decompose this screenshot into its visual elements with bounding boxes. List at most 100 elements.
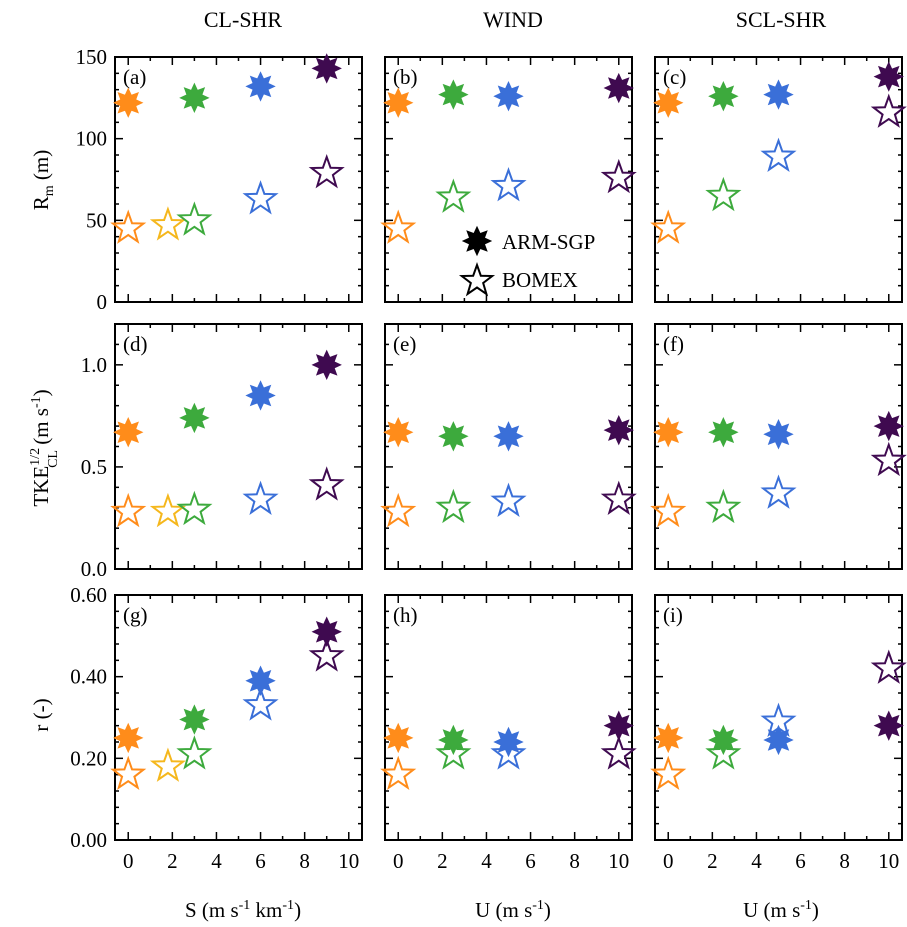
- y-tick-label: 0.00: [70, 828, 107, 852]
- arm-sgp-marker: [653, 87, 684, 118]
- panel-letter: (a): [123, 65, 146, 89]
- y-tick-label: 0.0: [81, 557, 107, 581]
- x-axis-label-col3: U (m s-1): [743, 898, 819, 922]
- x-tick-label: 8: [839, 849, 850, 873]
- panel-letter: (d): [123, 332, 148, 356]
- bomex-marker: [490, 482, 527, 517]
- bomex-marker: [380, 492, 417, 528]
- bomex-marker: [149, 747, 186, 782]
- arm-sgp-marker: [438, 724, 469, 756]
- arm-sgp-marker: [383, 87, 414, 118]
- bomex-marker: [308, 153, 345, 189]
- svg-text:TKE1/2CL (m s-1): TKE1/2 CL (m s-1): [28, 389, 61, 506]
- x-tick-label: 0: [663, 849, 674, 873]
- legend-label-arm-sgp: ARM-SGP: [502, 230, 595, 254]
- arm-sgp-marker: [179, 402, 210, 434]
- arm-sgp-marker: [708, 724, 739, 756]
- y-tick-label: 0.20: [70, 746, 107, 770]
- bomex-marker: [110, 755, 147, 791]
- bomex-marker: [176, 490, 213, 526]
- x-tick-label: 0: [393, 849, 404, 873]
- arm-sgp-marker: [603, 414, 634, 446]
- arm-sgp-marker: [873, 410, 904, 442]
- x-tick-label: 6: [795, 849, 806, 873]
- arm-sgp-marker: [245, 71, 276, 102]
- bomex-marker: [705, 735, 742, 770]
- bomex-marker: [242, 686, 279, 721]
- bomex-marker: [110, 209, 147, 244]
- bomex-marker: [242, 480, 279, 515]
- panel-b: (b): [380, 56, 637, 303]
- panel-h: 0 2 4 6 8 10 (h): [380, 594, 637, 873]
- x-tick-label: 4: [481, 849, 492, 873]
- bomex-marker: [380, 755, 417, 791]
- panel-c: (c): [650, 56, 907, 303]
- panel-letter: (e): [393, 332, 416, 356]
- arm-sgp-marker: [245, 380, 276, 411]
- bomex-marker: [870, 441, 907, 477]
- bomex-marker: [870, 649, 907, 684]
- panel-frame: [384, 594, 633, 841]
- panel-e: (e): [380, 323, 637, 570]
- arm-sgp-marker: [113, 417, 144, 448]
- arm-sgp-marker: [603, 72, 634, 104]
- x-tick-label: 2: [437, 849, 448, 873]
- legend-label-bomex: BOMEX: [502, 268, 578, 292]
- arm-sgp-marker: [873, 61, 904, 92]
- arm-sgp-marker: [493, 726, 524, 758]
- svg-text:r (-): r (-): [29, 698, 53, 731]
- legend: ARM-SGP BOMEX: [458, 225, 595, 297]
- y-tick-label: 0.5: [81, 455, 107, 479]
- panel-letter: (g): [123, 603, 148, 627]
- panel-a: 0 50 100 150 (a): [76, 45, 363, 314]
- bomex-marker: [705, 488, 742, 524]
- column-title-2: WIND: [483, 7, 543, 32]
- panel-d: 0.0 0.5 1.0 (d): [81, 323, 363, 581]
- y-tick-label: 100: [76, 127, 108, 151]
- arm-sgp-marker: [311, 53, 342, 84]
- bomex-marker: [435, 735, 472, 770]
- arm-sgp-marker: [603, 710, 634, 741]
- arm-sgp-marker: [708, 417, 739, 448]
- bomex-marker: [600, 158, 637, 194]
- panel-frame: [654, 594, 903, 841]
- arm-sgp-marker: [708, 81, 739, 112]
- bomex-marker: [600, 735, 637, 770]
- x-tick-label: 4: [211, 849, 222, 873]
- panel-letter: (f): [663, 332, 684, 356]
- y-tick-label: 0.40: [70, 665, 107, 689]
- panel-letter: (c): [663, 65, 686, 89]
- y-axis-label-row2: TKE1/2 CL (m s-1): [28, 389, 61, 506]
- arm-sgp-marker: [113, 722, 144, 754]
- arm-sgp-marker: [383, 417, 414, 448]
- y-tick-label: 1.0: [81, 353, 107, 377]
- legend-marker-bomex: [458, 262, 496, 297]
- x-tick-label: 2: [167, 849, 178, 873]
- y-tick-label: 0: [97, 290, 108, 314]
- arm-sgp-marker: [311, 349, 342, 381]
- legend-bomex-star: [458, 262, 496, 297]
- panel-letter: (i): [663, 603, 683, 627]
- bomex-marker: [650, 209, 687, 244]
- arm-sgp-marker: [763, 724, 794, 756]
- bomex-marker: [760, 137, 797, 172]
- x-tick-label: 0: [123, 849, 134, 873]
- panel-letter: (h): [393, 603, 418, 627]
- arm-sgp-marker: [179, 82, 210, 114]
- x-tick-label: 6: [525, 849, 536, 873]
- bomex-marker: [650, 492, 687, 528]
- arm-sgp-marker: [763, 419, 794, 450]
- bomex-marker: [760, 474, 797, 509]
- bomex-marker: [705, 176, 742, 212]
- svg-text:Rm (m): Rm (m): [29, 150, 57, 210]
- x-tick-label: 2: [707, 849, 718, 873]
- bomex-marker: [490, 735, 527, 770]
- arm-sgp-marker: [383, 722, 414, 754]
- bomex-marker: [308, 637, 345, 672]
- panel-i: 0 2 4 6 8 10 (i): [650, 594, 907, 873]
- arm-sgp-marker: [311, 616, 342, 647]
- y-tick-label: 0.60: [70, 583, 107, 607]
- bomex-marker: [149, 492, 186, 528]
